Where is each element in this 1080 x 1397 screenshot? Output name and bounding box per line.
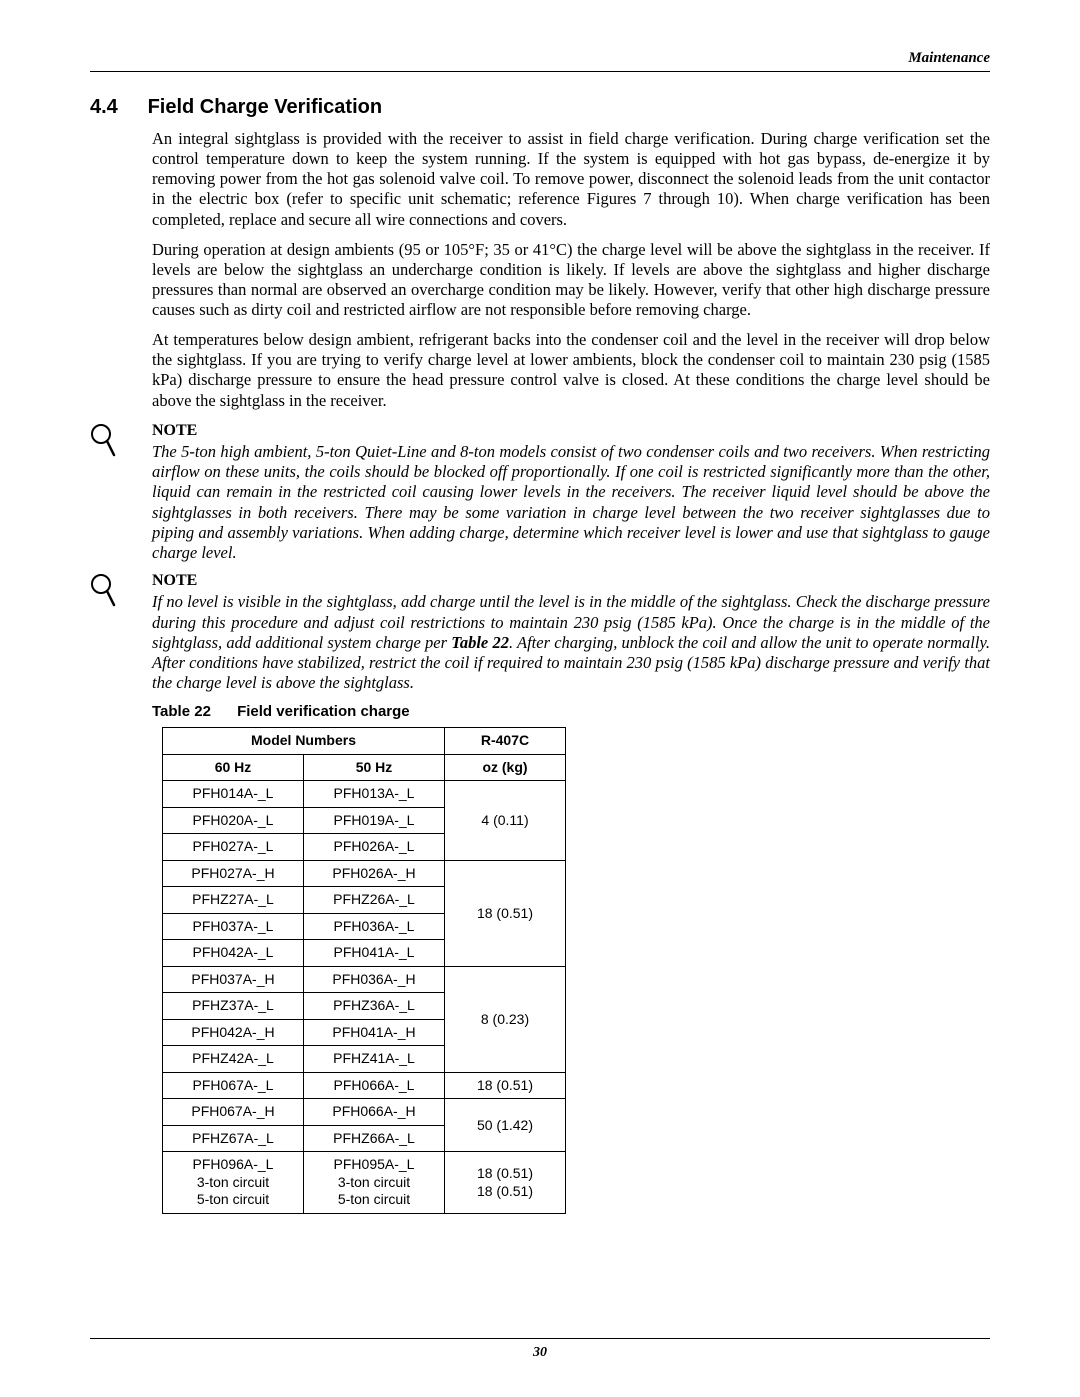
table-cell: PFH096A-_L3-ton circuit5-ton circuit [163, 1152, 304, 1214]
table-cell: PFHZ66A-_L [304, 1125, 445, 1152]
table-caption: Table 22 Field verification charge [152, 703, 990, 721]
magnifier-icon [90, 571, 122, 612]
table-row: PFH067A-_HPFH066A-_H50 (1.42) [163, 1099, 566, 1126]
table-cell: PFH013A-_L [304, 781, 445, 808]
note-content: NOTE If no level is visible in the sight… [152, 571, 990, 693]
table-cell: PFH041A-_H [304, 1019, 445, 1046]
table-cell: PFHZ67A-_L [163, 1125, 304, 1152]
table-row: PFH067A-_LPFH066A-_L18 (0.51) [163, 1072, 566, 1099]
table-header-cell: Model Numbers [163, 728, 445, 755]
table-cell: PFHZ26A-_L [304, 887, 445, 914]
table-cell: PFH020A-_L [163, 807, 304, 834]
table-cell: PFH066A-_H [304, 1099, 445, 1126]
page-footer: 30 [90, 1338, 990, 1361]
table-cell: 4 (0.11) [445, 781, 566, 861]
note-heading: NOTE [152, 571, 990, 591]
header-section-label: Maintenance [908, 50, 990, 66]
field-verification-charge-table: Model Numbers R-407C 60 Hz 50 Hz oz (kg)… [162, 727, 566, 1214]
table-cell: PFH041A-_L [304, 940, 445, 967]
table-cell: PFH027A-_H [163, 860, 304, 887]
table-header-cell: R-407C [445, 728, 566, 755]
table-cell: PFH037A-_H [163, 966, 304, 993]
table-cell: PFH019A-_L [304, 807, 445, 834]
table-cell: PFH042A-_H [163, 1019, 304, 1046]
table-cell: 18 (0.51) [445, 860, 566, 966]
section-heading: 4.4 Field Charge Verification [90, 96, 990, 119]
table-cell: PFH067A-_H [163, 1099, 304, 1126]
page: Maintenance 4.4 Field Charge Verificatio… [0, 0, 1080, 1397]
table-cell: 18 (0.51)18 (0.51) [445, 1152, 566, 1214]
table-cell: PFHZ36A-_L [304, 993, 445, 1020]
table-cell: 18 (0.51) [445, 1072, 566, 1099]
table-header-cell: 50 Hz [304, 754, 445, 781]
table-cell: PFH026A-_L [304, 834, 445, 861]
table-label: Table 22 [152, 703, 211, 721]
table-cell: PFH067A-_L [163, 1072, 304, 1099]
table-row: PFH037A-_HPFH036A-_H8 (0.23) [163, 966, 566, 993]
table-cell: 50 (1.42) [445, 1099, 566, 1152]
table-cell: PFH066A-_L [304, 1072, 445, 1099]
table-cell: PFH026A-_H [304, 860, 445, 887]
table-caption-text: Field verification charge [237, 703, 410, 720]
table-cell: PFHZ42A-_L [163, 1046, 304, 1073]
body-content: An integral sightglass is provided with … [152, 129, 990, 1214]
table-cell: PFH095A-_L3-ton circuit5-ton circuit [304, 1152, 445, 1214]
table-cell: PFH042A-_L [163, 940, 304, 967]
note-block: NOTE If no level is visible in the sight… [90, 571, 990, 693]
note-body: If no level is visible in the sightglass… [152, 592, 990, 693]
note-heading: NOTE [152, 421, 990, 441]
table-cell: PFHZ27A-_L [163, 887, 304, 914]
table-row: PFH014A-_LPFH013A-_L4 (0.11) [163, 781, 566, 808]
table-cell: PFH037A-_L [163, 913, 304, 940]
table-cell: PFH036A-_H [304, 966, 445, 993]
section-title-text: Field Charge Verification [148, 96, 383, 118]
page-header: Maintenance [90, 50, 990, 72]
table-cell: 8 (0.23) [445, 966, 566, 1072]
paragraph: An integral sightglass is provided with … [152, 129, 990, 230]
magnifier-icon [90, 421, 122, 462]
table-header-cell: 60 Hz [163, 754, 304, 781]
note-block: NOTE The 5-ton high ambient, 5-ton Quiet… [90, 421, 990, 563]
note-body: The 5-ton high ambient, 5-ton Quiet-Line… [152, 442, 990, 563]
section-number: 4.4 [90, 96, 142, 119]
note-content: NOTE The 5-ton high ambient, 5-ton Quiet… [152, 421, 990, 563]
table-cell: PFH036A-_L [304, 913, 445, 940]
table-cell: PFHZ41A-_L [304, 1046, 445, 1073]
paragraph: During operation at design ambients (95 … [152, 240, 990, 321]
table-row: PFH096A-_L3-ton circuit5-ton circuitPFH0… [163, 1152, 566, 1214]
page-number: 30 [533, 1345, 547, 1360]
table-body: PFH014A-_LPFH013A-_L4 (0.11)PFH020A-_LPF… [163, 781, 566, 1214]
table-header-cell: oz (kg) [445, 754, 566, 781]
table-cell: PFH027A-_L [163, 834, 304, 861]
table-cell: PFH014A-_L [163, 781, 304, 808]
table-cell: PFHZ37A-_L [163, 993, 304, 1020]
table-row: PFH027A-_HPFH026A-_H18 (0.51) [163, 860, 566, 887]
paragraph: At temperatures below design ambient, re… [152, 330, 990, 411]
